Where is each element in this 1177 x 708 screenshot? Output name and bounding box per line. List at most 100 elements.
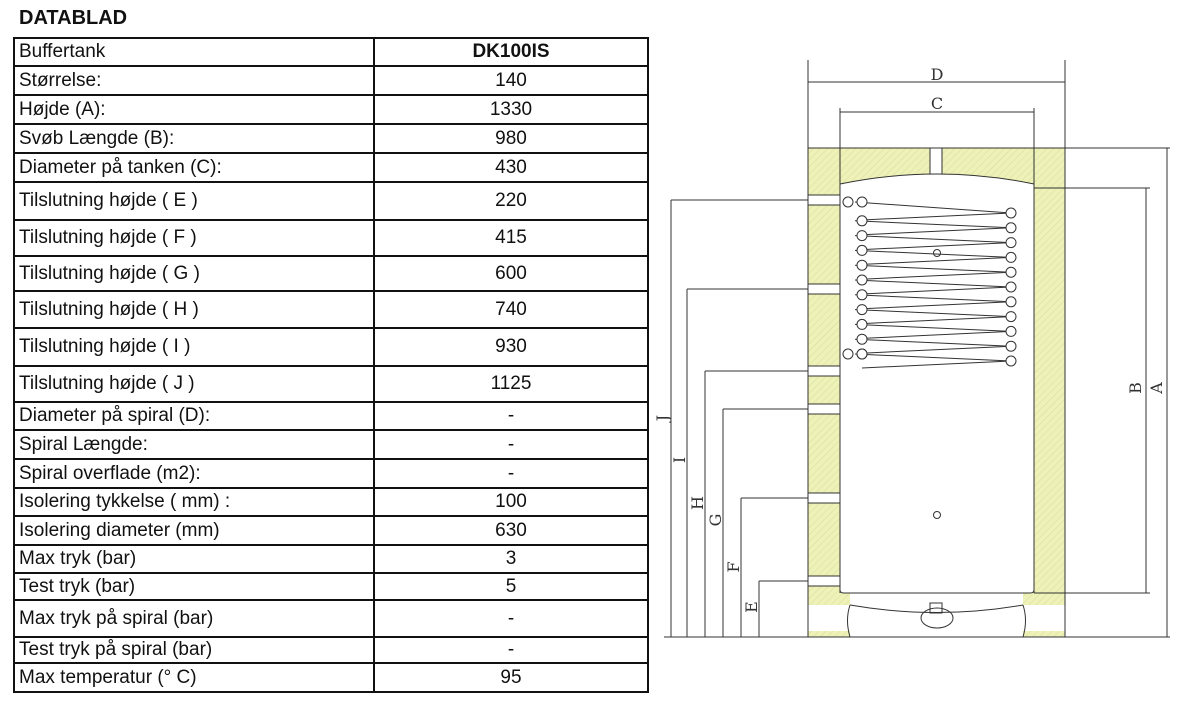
- table-row: Isolering diameter (mm) 630: [13, 515, 649, 546]
- insulation-bottom-left: [808, 593, 850, 605]
- connection-port: [807, 365, 841, 377]
- coil-segment: [861, 360, 1012, 369]
- coil-segment: [861, 345, 1012, 354]
- header-label: Buffertank: [13, 37, 375, 67]
- row-value: 430: [373, 152, 649, 183]
- row-value: 95: [373, 662, 649, 693]
- row-value: 980: [373, 123, 649, 154]
- insulation-left: [808, 184, 840, 593]
- tank-legs: [847, 604, 1026, 638]
- table-row: Højde (A): 1330: [13, 94, 649, 125]
- coil-segment: [854, 249, 1012, 258]
- tank-body: [839, 173, 1035, 594]
- coil-turn: [1005, 325, 1017, 337]
- row-value: 220: [373, 181, 649, 221]
- row-label: Tilslutning højde ( J ): [13, 365, 375, 403]
- label-b: B: [1126, 382, 1145, 394]
- row-value: 415: [373, 219, 649, 257]
- label-h: H: [688, 496, 707, 510]
- row-value: 930: [373, 327, 649, 367]
- table-row: Tilslutning højde ( F ) 415: [13, 219, 649, 257]
- insulation-bottom-right: [1023, 593, 1065, 605]
- coil-segment: [854, 323, 1012, 332]
- row-value: 600: [373, 255, 649, 292]
- coil-segment: [854, 279, 1012, 288]
- connection-port: [807, 283, 841, 295]
- coil-turn: [856, 318, 868, 330]
- row-value: -: [373, 636, 649, 664]
- table-row: Diameter på spiral (D): -: [13, 401, 649, 431]
- row-value: 5: [373, 572, 649, 601]
- coil-segment: [854, 264, 1012, 273]
- coil-turn: [856, 215, 868, 227]
- drain-connection: [920, 607, 954, 629]
- row-label: Test tryk (bar): [13, 572, 375, 601]
- row-label: Svøb Længde (B):: [13, 123, 375, 154]
- row-value: -: [373, 599, 649, 638]
- bottom-dome: [849, 604, 1024, 613]
- row-label: Max tryk (bar): [13, 544, 375, 574]
- row-value: -: [373, 429, 649, 460]
- label-j: J: [653, 415, 672, 423]
- spec-table: Buffertank DK100IS Størrelse: 140 Højde (A…: [13, 37, 649, 693]
- coil-turn: [1005, 266, 1017, 278]
- row-label: Max tryk på spiral (bar): [13, 599, 375, 638]
- coil-turn: [1005, 296, 1017, 308]
- connection-port: [807, 575, 841, 587]
- coil-segment: [854, 353, 1012, 362]
- coil-segment: [854, 338, 1012, 347]
- table-row: Tilslutning højde ( I ) 930: [13, 327, 649, 367]
- insulation-base-left: [808, 631, 850, 637]
- coil-segment: [861, 242, 1012, 251]
- coil-segment: [854, 220, 1012, 229]
- coil-segment: [861, 271, 1012, 280]
- row-label: Tilslutning højde ( I ): [13, 327, 375, 367]
- coil-turn: [856, 348, 868, 360]
- row-label: Tilslutning højde ( H ): [13, 290, 375, 329]
- row-value: 1330: [373, 94, 649, 125]
- connection-port: [807, 403, 841, 415]
- table-row: Isolering tykkelse ( mm) :100: [13, 487, 649, 517]
- coil-segment: [861, 256, 1012, 265]
- row-label: Størrelse:: [13, 65, 375, 96]
- label-e: E: [742, 601, 761, 613]
- table-row: Max tryk på spiral (bar) -: [13, 599, 649, 638]
- connection-port: [807, 194, 841, 206]
- table-row: Diameter på tanken (C): 430: [13, 152, 649, 183]
- coil-segment: [854, 201, 1012, 214]
- row-label: Isolering diameter (mm): [13, 515, 375, 546]
- label-g: G: [706, 514, 725, 527]
- insulation-base-right: [1023, 631, 1065, 637]
- coil-segment: [861, 212, 1012, 221]
- table-row: Svøb Længde (B): 980: [13, 123, 649, 154]
- label-i: I: [670, 457, 689, 463]
- coil-turn: [856, 230, 868, 242]
- coil-turn: [856, 333, 868, 345]
- row-label: Diameter på spiral (D):: [13, 401, 375, 431]
- coil-outlet: [842, 348, 854, 360]
- row-label: Diameter på tanken (C):: [13, 152, 375, 183]
- top-connection: [929, 147, 943, 177]
- coil-turn: [856, 289, 868, 301]
- table-row: Spiral Længde: -: [13, 429, 649, 460]
- table-row: Test tryk på spiral (bar) -: [13, 636, 649, 664]
- row-label: Spiral overflade (m2):: [13, 458, 375, 489]
- coil-turn: [856, 259, 868, 271]
- table-row: Tilslutning højde ( G ) 600: [13, 255, 649, 292]
- coil-turn: [1005, 281, 1017, 293]
- coil-turn: [1005, 311, 1017, 323]
- table-row: Test tryk (bar) 5: [13, 572, 649, 601]
- header-model: DK100IS: [373, 37, 649, 67]
- table-row: Max temperatur (° C) 95: [13, 662, 649, 693]
- row-label: Højde (A):: [13, 94, 375, 125]
- sensor-port-upper: [933, 249, 941, 257]
- drain-pipe: [929, 602, 943, 614]
- table-header-row: Buffertank DK100IS: [13, 37, 649, 67]
- row-label: Test tryk på spiral (bar): [13, 636, 375, 664]
- page-title: DATABLAD: [19, 7, 128, 29]
- label-f: F: [724, 561, 743, 572]
- table-row: Tilslutning højde ( H ) 740: [13, 290, 649, 329]
- coil-segment: [861, 330, 1012, 339]
- row-value: -: [373, 458, 649, 489]
- coil-turn: [1005, 207, 1017, 219]
